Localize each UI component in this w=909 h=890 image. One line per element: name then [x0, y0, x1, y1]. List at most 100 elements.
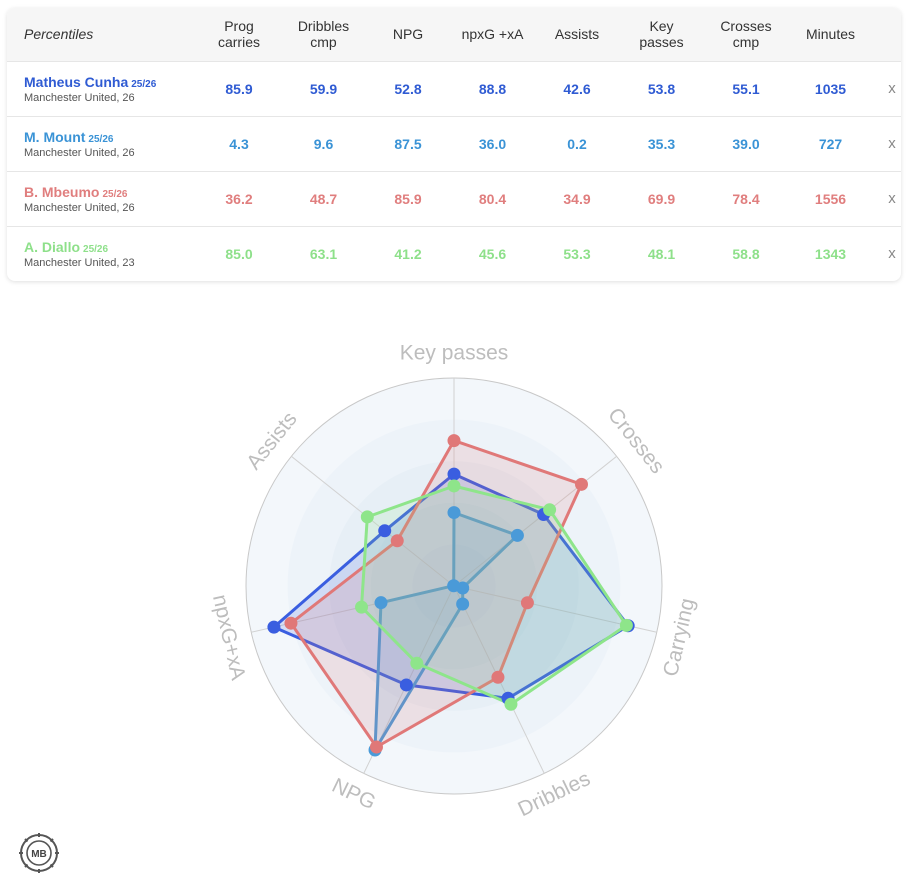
stat-value: 1035 — [814, 80, 847, 97]
player-team: Manchester United, 23 — [24, 256, 135, 269]
player-cell: A. Diallo 25/26 Manchester United, 23 — [7, 226, 197, 281]
header-text: Key — [649, 18, 674, 35]
stat-value: 34.9 — [563, 190, 591, 207]
stat-value: 53.8 — [647, 80, 676, 97]
data-point — [355, 600, 369, 614]
data-point — [491, 670, 505, 684]
axis-label: NPG — [328, 774, 379, 814]
table-row: A. Diallo 25/26 Manchester United, 23 85.0 6… — [7, 226, 901, 281]
header-text: NPG — [392, 26, 424, 43]
table-header-row: Percentiles Prog carries Dribbles cmp NPG npx… — [7, 8, 901, 61]
stat-value: 69.9 — [647, 190, 676, 207]
stat-value: 88.8 — [478, 80, 507, 97]
table-row: Matheus Cunha 25/26 Manchester United, 26 8… — [7, 61, 901, 116]
table-row: B. Mbeumo 25/26 Manchester United, 26 36.2 4… — [7, 171, 901, 226]
remove-player-button[interactable]: x — [888, 190, 896, 207]
stat-value: 35.3 — [647, 135, 676, 152]
player-season: 25/26 — [102, 188, 128, 200]
player-name: A. Diallo — [24, 238, 81, 255]
header-col-5: Key passes — [619, 8, 704, 61]
axis-label: npxG+xA — [208, 592, 250, 682]
data-point — [447, 467, 461, 481]
player-season: 25/26 — [83, 243, 109, 255]
stat-value: 36.0 — [478, 135, 507, 152]
header-col-7: Minutes — [788, 8, 873, 61]
header-percentiles: Percentiles — [24, 26, 94, 43]
series-area — [289, 439, 583, 749]
radar-spoke — [291, 455, 455, 587]
axis-label: Carrying — [659, 596, 699, 678]
stat-value: 53.3 — [563, 245, 591, 262]
data-point — [390, 534, 404, 548]
table-row: M. Mount 25/26 Manchester United, 26 4.3 9.6… — [7, 116, 901, 171]
player-season: 25/26 — [88, 133, 114, 145]
data-point — [447, 479, 461, 493]
header-text: cmp — [310, 34, 337, 51]
player-name: Matheus Cunha — [24, 73, 129, 90]
stat-value: 58.8 — [732, 245, 760, 262]
remove-player-button[interactable]: x — [888, 245, 896, 263]
player-cell: Matheus Cunha 25/26 Manchester United, 26 — [7, 61, 197, 116]
comparison-table-card: Percentiles Prog carries Dribbles cmp NPG npx… — [7, 8, 901, 281]
header-text: carries — [217, 34, 260, 51]
stat-value: 1343 — [814, 245, 847, 262]
stat-value: 0.2 — [567, 135, 587, 152]
stat-value: 39.0 — [732, 135, 760, 152]
stat-value: 80.4 — [478, 190, 507, 207]
header-text: npxG +xA — [461, 26, 524, 43]
series-area — [373, 511, 519, 752]
data-point — [510, 528, 524, 542]
data-point — [619, 618, 633, 632]
header-col-4: Assists — [535, 8, 619, 61]
player-team: Manchester United, 26 — [24, 146, 135, 159]
series-area — [360, 484, 628, 706]
data-point — [543, 503, 557, 517]
header-col-2: NPG — [366, 8, 450, 61]
player-name: M. Mount — [24, 128, 86, 145]
stat-value: 85.9 — [394, 190, 422, 207]
header-text: cmp — [732, 34, 760, 51]
player-cell: B. Mbeumo 25/26 Manchester United, 26 — [7, 171, 197, 226]
player-name: B. Mbeumo — [24, 183, 100, 200]
percentile-table: Percentiles Prog carries Dribbles cmp NPG npx… — [7, 8, 901, 281]
data-point — [378, 524, 392, 538]
stat-value: 727 — [818, 135, 843, 152]
svg-text:MB: MB — [31, 849, 47, 860]
data-point — [399, 678, 413, 692]
stat-value: 78.4 — [732, 190, 760, 207]
data-point — [369, 740, 383, 754]
data-point — [447, 506, 461, 520]
data-point — [267, 620, 281, 634]
data-point — [447, 434, 461, 448]
header-text: Dribbles — [297, 18, 350, 35]
data-point — [410, 656, 424, 670]
stat-value: 48.7 — [309, 190, 338, 207]
stat-value: 9.6 — [313, 135, 334, 152]
header-col-1: Dribbles cmp — [281, 8, 366, 61]
stat-value: 52.8 — [394, 80, 422, 97]
header-col-6: Crosses cmp — [704, 8, 788, 61]
table-body: Matheus Cunha 25/26 Manchester United, 26 8… — [7, 61, 901, 281]
radar-spoke — [453, 455, 617, 587]
stat-value: 1556 — [814, 190, 847, 207]
mb-logo: MB — [19, 833, 59, 873]
stat-value: 85.0 — [225, 245, 253, 262]
data-point — [520, 596, 534, 610]
stat-value: 45.6 — [478, 245, 507, 262]
axis-label: Key passes — [400, 342, 509, 365]
stat-value: 85.9 — [225, 80, 253, 97]
data-point — [574, 477, 588, 491]
header-remove — [873, 8, 901, 61]
header-text: Crosses — [720, 18, 772, 35]
data-point — [374, 596, 388, 610]
stat-value: 48.1 — [647, 245, 676, 262]
player-season: 25/26 — [131, 78, 157, 90]
player-team: Manchester United, 26 — [24, 91, 135, 104]
player-cell: M. Mount 25/26 Manchester United, 26 — [7, 116, 197, 171]
remove-player-button[interactable]: x — [888, 80, 896, 97]
header-text: Minutes — [805, 26, 856, 43]
radar-chart: Key passesCrossesCarryingDribblesNPGnpxG… — [208, 342, 699, 822]
data-point — [504, 697, 518, 711]
data-point — [360, 510, 374, 524]
remove-player-button[interactable]: x — [888, 135, 896, 152]
